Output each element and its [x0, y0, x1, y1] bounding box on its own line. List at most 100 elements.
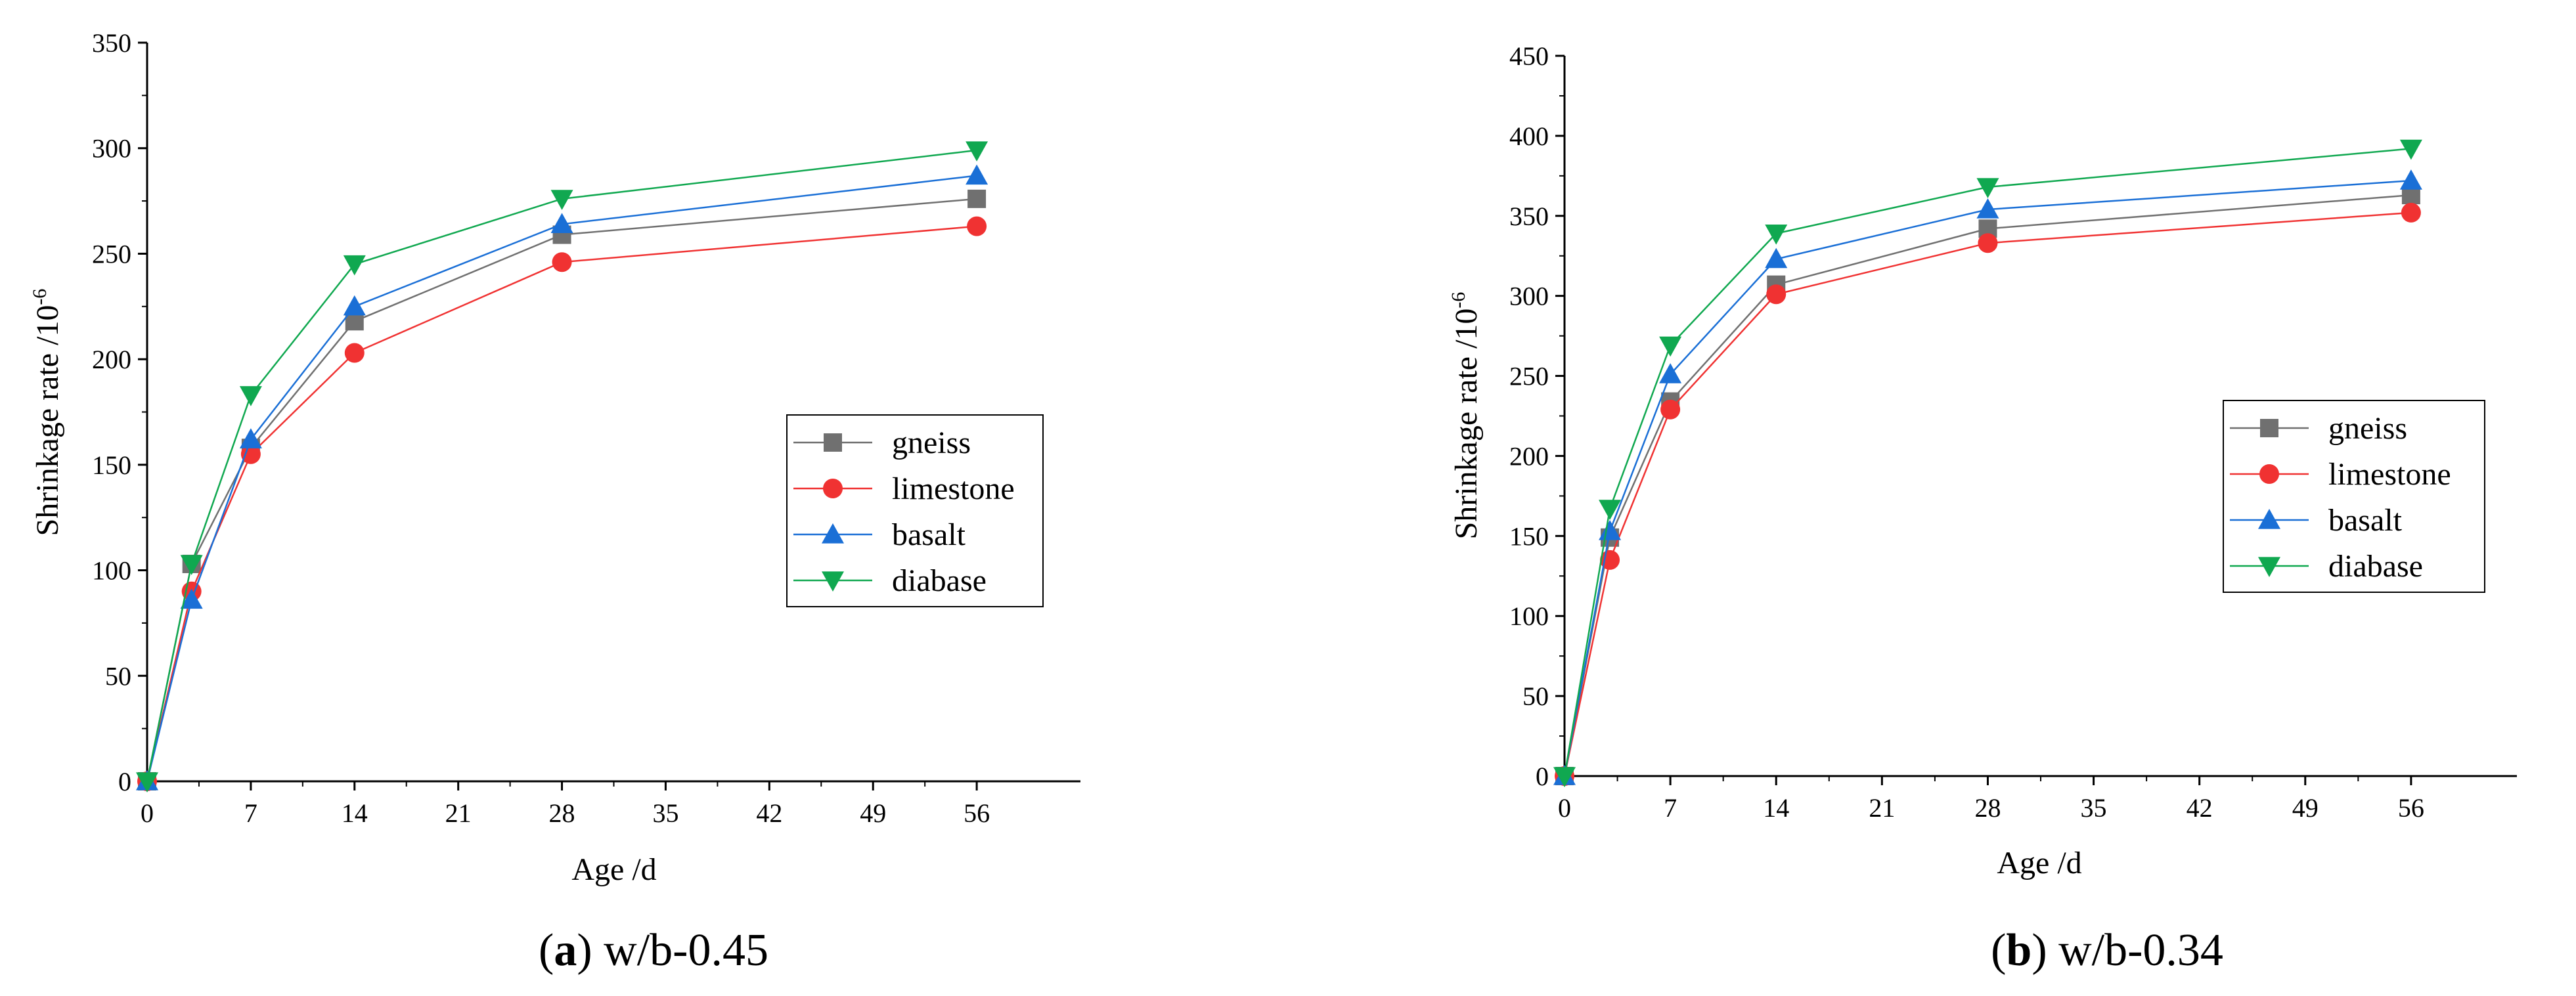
- x-tick-label: 21: [445, 798, 472, 828]
- data-point-limestone: [1660, 399, 1681, 420]
- y-axis-title-text: Shrinkage rate /10: [1449, 309, 1484, 540]
- y-axis-title-text: Shrinkage rate /10: [30, 305, 65, 536]
- data-point-diabase: [1976, 178, 1999, 198]
- legend-label-basalt: basalt: [892, 517, 966, 552]
- caption-text: w/b-0.34: [2047, 925, 2223, 976]
- x-tick-label: 7: [1664, 793, 1677, 823]
- x-tick-label: 56: [964, 798, 990, 828]
- data-point-limestone: [344, 343, 365, 363]
- data-point-basalt: [343, 295, 366, 316]
- legend-marker-gneiss: [2260, 419, 2278, 437]
- chart-panel-b: 0 50 100 150 200 250 300 350 400 450 0 7 14 21 28 35 42 4…: [1448, 41, 2517, 976]
- y-axis-title: Shrinkage rate /10-6: [29, 289, 65, 536]
- data-point-diabase: [1599, 500, 1622, 520]
- y-tick-label: 200: [92, 345, 131, 374]
- x-tick-label: 21: [1869, 793, 1895, 823]
- x-tick-label: 49: [2292, 793, 2319, 823]
- x-tick-label: 42: [2187, 793, 2213, 823]
- y-tick-label: 0: [118, 767, 131, 796]
- x-tick-label: 7: [244, 798, 257, 828]
- data-point-basalt: [1765, 248, 1788, 269]
- caption-paren-open: (: [539, 925, 554, 976]
- legend-label-gneiss: gneiss: [2328, 411, 2407, 446]
- legend-marker-limestone: [823, 479, 843, 498]
- legend-label-gneiss: gneiss: [892, 425, 971, 460]
- caption-paren-close: ): [577, 925, 592, 976]
- y-tick-label: 50: [1522, 682, 1549, 711]
- x-tick-label: 0: [1558, 793, 1571, 823]
- y-tick-label: 150: [92, 450, 131, 480]
- legend: gneiss limestone basalt diabase: [2223, 400, 2485, 593]
- panel-caption: (a) w/b-0.45: [539, 925, 768, 976]
- data-point-gneiss: [967, 189, 987, 208]
- data-point-diabase: [966, 141, 988, 162]
- x-axis-title: Age /d: [1997, 846, 2081, 880]
- series-line-limestone: [146, 225, 977, 782]
- data-point-basalt: [180, 588, 203, 609]
- x-tick-label: 56: [2398, 793, 2424, 823]
- series-line-gneiss: [1563, 194, 2411, 777]
- data-point-diabase: [343, 255, 366, 276]
- legend-marker-gneiss: [824, 433, 842, 452]
- legend-marker-basalt: [2258, 509, 2280, 529]
- x-tick-label: 49: [860, 798, 886, 828]
- caption-text: w/b-0.45: [592, 925, 768, 976]
- x-tick-label: 35: [2081, 793, 2107, 823]
- y-tick-label: 350: [92, 28, 131, 58]
- legend-marker-diabase: [822, 571, 844, 592]
- x-tick-label: 42: [756, 798, 782, 828]
- x-tick-label: 14: [342, 798, 368, 828]
- y-tick-label: 450: [1509, 41, 1549, 71]
- legend-marker-diabase: [2258, 557, 2280, 577]
- x-tick-label: 28: [549, 798, 575, 828]
- legend: gneiss limestone basalt diabase: [786, 414, 1044, 607]
- y-tick-label: 50: [105, 661, 131, 691]
- data-point-basalt: [1659, 363, 1682, 383]
- series-line-diabase: [1563, 148, 2412, 777]
- data-point-basalt: [966, 164, 988, 185]
- series-line-limestone: [1563, 211, 2411, 777]
- y-tick-label: 0: [1536, 762, 1549, 791]
- y-tick-label: 100: [1509, 601, 1549, 631]
- data-point-basalt: [239, 428, 262, 448]
- series-diabase: [136, 141, 988, 792]
- series-line-basalt: [146, 175, 977, 782]
- caption-paren-open: (: [1991, 925, 2006, 976]
- legend-marker-basalt: [822, 523, 844, 544]
- y-axis-title-exponent: -6: [1448, 292, 1469, 309]
- data-point-limestone: [552, 252, 572, 272]
- y-tick-label: 300: [1509, 282, 1549, 311]
- caption-letter: b: [2006, 925, 2032, 976]
- panel-caption: (b) w/b-0.34: [1991, 925, 2223, 976]
- data-point-diabase: [1553, 767, 1576, 787]
- y-tick-label: 350: [1509, 202, 1549, 231]
- series-line-diabase: [146, 149, 977, 782]
- data-point-diabase: [239, 386, 262, 406]
- data-point-limestone: [1766, 284, 1787, 305]
- data-point-basalt: [1976, 198, 1999, 219]
- data-point-basalt: [550, 213, 573, 234]
- chart-panel-a: 0 50 100 150 200 250 300 350 0 7 14 21 28 35 42 49 56 Age…: [29, 28, 1080, 976]
- y-tick-label: 250: [1509, 362, 1549, 391]
- x-tick-label: 0: [141, 798, 154, 828]
- x-tick-label: 14: [1763, 793, 1789, 823]
- y-tick-label: 200: [1509, 441, 1549, 471]
- caption-letter: a: [554, 925, 577, 976]
- data-point-basalt: [1599, 520, 1622, 540]
- y-tick-label: 150: [1509, 521, 1549, 551]
- legend-label-limestone: limestone: [2328, 457, 2451, 492]
- data-point-limestone: [967, 216, 987, 236]
- y-tick-label: 250: [92, 239, 131, 269]
- legend-label-limestone: limestone: [892, 471, 1015, 506]
- y-tick-label: 100: [92, 556, 131, 586]
- x-tick-label: 28: [1974, 793, 2001, 823]
- legend-marker-limestone: [2259, 464, 2279, 484]
- data-point-diabase: [136, 772, 158, 792]
- legend-label-diabase: diabase: [2328, 549, 2423, 584]
- data-point-diabase: [550, 190, 573, 210]
- series-line-basalt: [1563, 179, 2411, 777]
- data-point-diabase: [1659, 336, 1682, 357]
- x-axis-title: Age /d: [571, 852, 656, 887]
